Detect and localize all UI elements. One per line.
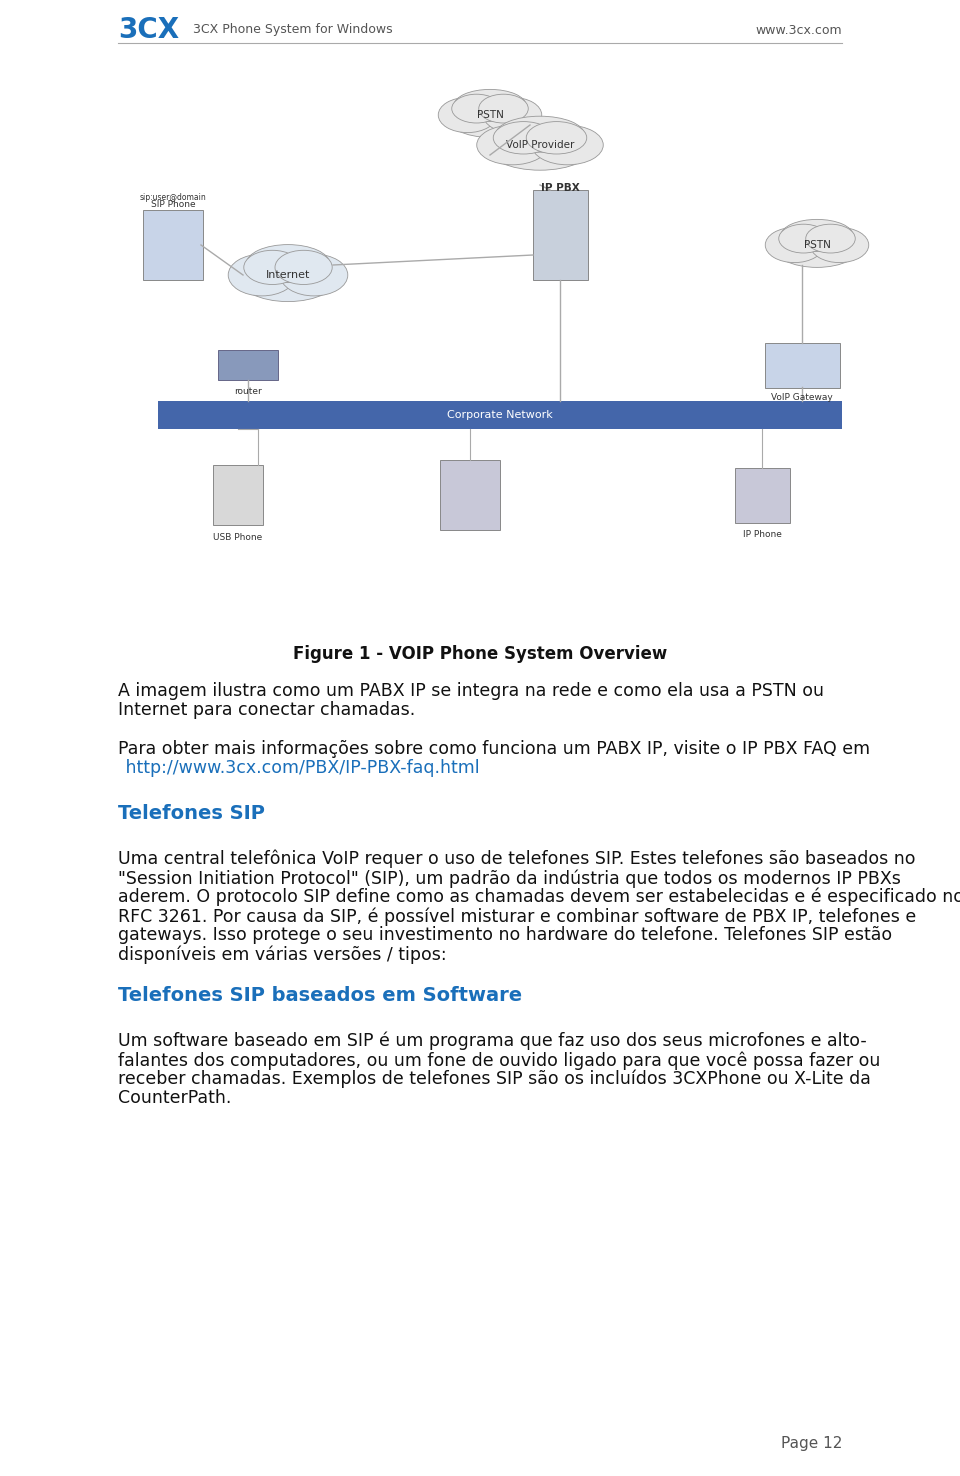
Text: Uma central telefônica VoIP requer o uso de telefones SIP. Estes telefones são b: Uma central telefônica VoIP requer o uso… bbox=[118, 850, 916, 868]
Bar bbox=[764, 342, 839, 388]
Ellipse shape bbox=[275, 251, 332, 285]
Text: PSTN: PSTN bbox=[476, 111, 503, 120]
Text: Figure 1 - VOIP Phone System Overview: Figure 1 - VOIP Phone System Overview bbox=[293, 645, 667, 663]
Text: falantes dos computadores, ou um fone de ouvido ligado para que você possa fazer: falantes dos computadores, ou um fone de… bbox=[118, 1051, 880, 1070]
Text: IP Phone: IP Phone bbox=[743, 530, 781, 539]
Ellipse shape bbox=[244, 251, 301, 285]
Text: 3CX: 3CX bbox=[118, 16, 180, 44]
Bar bbox=[118, 55, 882, 620]
Ellipse shape bbox=[526, 121, 587, 154]
Ellipse shape bbox=[454, 90, 526, 121]
Text: Telefones SIP: Telefones SIP bbox=[118, 804, 265, 824]
Ellipse shape bbox=[493, 121, 554, 154]
Text: SIP Phone: SIP Phone bbox=[151, 201, 195, 210]
Text: 3CX Phone System for Windows: 3CX Phone System for Windows bbox=[193, 24, 393, 37]
Text: disponíveis em várias versões / tipos:: disponíveis em várias versões / tipos: bbox=[118, 945, 446, 964]
Ellipse shape bbox=[496, 117, 584, 152]
Ellipse shape bbox=[532, 125, 603, 165]
Text: RFC 3261. Por causa da SIP, é possível misturar e combinar software de PBX IP, t: RFC 3261. Por causa da SIP, é possível m… bbox=[118, 906, 916, 925]
Text: Corporate Network: Corporate Network bbox=[447, 410, 553, 421]
Ellipse shape bbox=[765, 227, 824, 263]
Ellipse shape bbox=[477, 125, 548, 165]
Bar bbox=[533, 190, 588, 280]
Text: VoIP Provider: VoIP Provider bbox=[506, 140, 574, 151]
Ellipse shape bbox=[236, 248, 340, 301]
Ellipse shape bbox=[772, 223, 862, 267]
Text: aderem. O protocolo SIP define como as chamadas devem ser estabelecidas e é espe: aderem. O protocolo SIP define como as c… bbox=[118, 889, 960, 906]
Text: www.3cx.com: www.3cx.com bbox=[756, 24, 842, 37]
Ellipse shape bbox=[445, 93, 535, 137]
Text: Page 12: Page 12 bbox=[780, 1436, 842, 1451]
Text: VoIP Gateway: VoIP Gateway bbox=[771, 393, 833, 401]
Text: receber chamadas. Exemplos de telefones SIP são os incluídos 3CXPhone ou X-Lite : receber chamadas. Exemplos de telefones … bbox=[118, 1070, 871, 1088]
Bar bbox=[218, 350, 278, 379]
Bar bbox=[734, 468, 789, 523]
Ellipse shape bbox=[781, 220, 853, 251]
Ellipse shape bbox=[485, 120, 595, 170]
Ellipse shape bbox=[483, 97, 541, 133]
Ellipse shape bbox=[439, 97, 496, 133]
Text: Internet para conectar chamadas.: Internet para conectar chamadas. bbox=[118, 701, 416, 719]
Bar bbox=[213, 465, 263, 525]
Text: PSTN: PSTN bbox=[804, 241, 830, 249]
Text: Para obter mais informações sobre como funciona um PABX IP, visite o IP PBX FAQ : Para obter mais informações sobre como f… bbox=[118, 739, 870, 759]
Ellipse shape bbox=[805, 224, 855, 252]
Text: gateways. Isso protege o seu investimento no hardware do telefone. Telefones SIP: gateways. Isso protege o seu investiment… bbox=[118, 925, 892, 945]
Text: http://www.3cx.com/PBX/IP-PBX-faq.html: http://www.3cx.com/PBX/IP-PBX-faq.html bbox=[120, 759, 480, 776]
Text: sip:user@domain: sip:user@domain bbox=[139, 193, 206, 202]
Bar bbox=[158, 401, 842, 430]
Bar bbox=[143, 210, 203, 280]
Ellipse shape bbox=[247, 245, 329, 282]
Ellipse shape bbox=[479, 94, 528, 123]
Ellipse shape bbox=[810, 227, 869, 263]
Ellipse shape bbox=[228, 254, 296, 295]
Ellipse shape bbox=[452, 94, 501, 123]
Text: A imagem ilustra como um PABX IP se integra na rede e como ela usa a PSTN ou: A imagem ilustra como um PABX IP se inte… bbox=[118, 682, 824, 700]
Bar bbox=[440, 461, 500, 530]
Text: Internet: Internet bbox=[266, 270, 310, 280]
Ellipse shape bbox=[280, 254, 348, 295]
Text: Um software baseado em SIP é um programa que faz uso dos seus microfones e alto-: Um software baseado em SIP é um programa… bbox=[118, 1032, 867, 1051]
Ellipse shape bbox=[779, 224, 828, 252]
Text: IP PBX: IP PBX bbox=[540, 183, 580, 193]
Text: Telefones SIP baseados em Software: Telefones SIP baseados em Software bbox=[118, 986, 522, 1005]
Text: CounterPath.: CounterPath. bbox=[118, 1089, 231, 1107]
Text: USB Phone: USB Phone bbox=[213, 533, 263, 542]
Text: "Session Initiation Protocol" (SIP), um padrão da indústria que todos os moderno: "Session Initiation Protocol" (SIP), um … bbox=[118, 869, 900, 887]
Text: router: router bbox=[234, 387, 262, 396]
